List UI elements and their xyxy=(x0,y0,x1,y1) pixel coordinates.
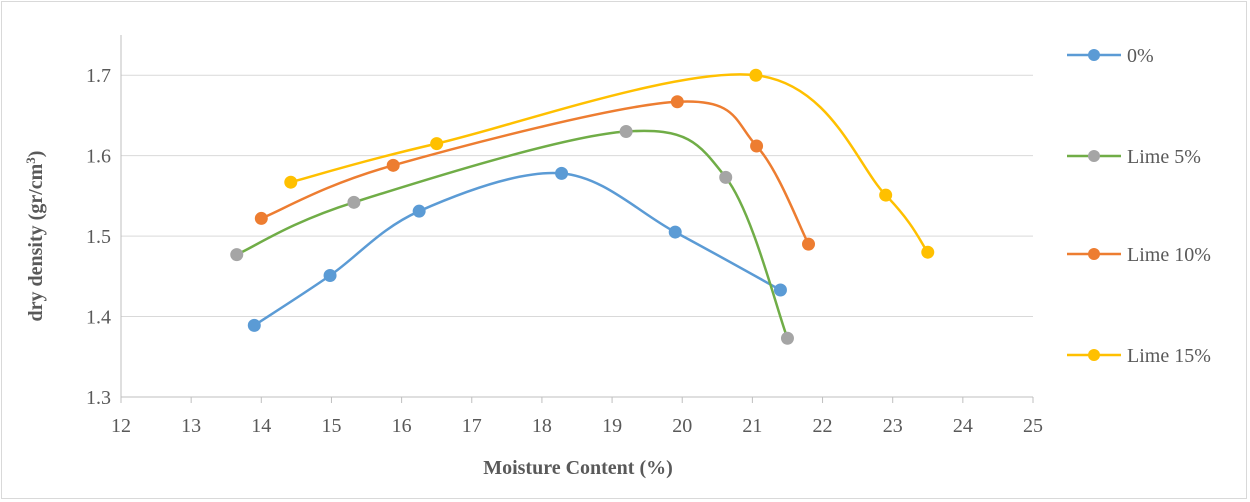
x-tick-label: 13 xyxy=(181,415,201,437)
x-tick-label: 20 xyxy=(672,415,692,437)
legend-label: Lime 5% xyxy=(1127,146,1201,168)
series-line-1 xyxy=(236,129,789,339)
y-axis-title-close: ) xyxy=(25,151,47,158)
y-tick-label: 1.4 xyxy=(86,307,111,329)
y-axis-title: dry density (gr/cm3) xyxy=(23,151,48,322)
x-tick-label: 17 xyxy=(462,415,482,437)
data-point xyxy=(879,188,893,202)
legend: 0% Lime 5% Lime 10% Lime 15% xyxy=(1067,45,1211,367)
gridlines xyxy=(121,74,1033,318)
data-point xyxy=(555,166,569,180)
x-tick-label: 24 xyxy=(953,415,973,437)
data-point xyxy=(773,283,787,297)
data-point xyxy=(719,170,733,184)
legend-marker xyxy=(1088,248,1100,260)
x-tick-label: 23 xyxy=(883,415,903,437)
x-axis-title: Moisture Content (%) xyxy=(483,457,673,479)
data-point xyxy=(619,125,633,139)
data-point xyxy=(430,137,444,151)
x-tick-label: 25 xyxy=(1023,415,1043,437)
data-point xyxy=(323,269,337,283)
axes: 1.3 1.4 1.5 1.6 1.7 12 13 14 15 16 17 18 19 20 21 22 23 2… xyxy=(86,35,1043,437)
legend-label: 0% xyxy=(1127,45,1154,67)
x-tick-label: 15 xyxy=(321,415,341,437)
y-tick-label: 1.6 xyxy=(86,146,111,168)
y-tick-label: 1.3 xyxy=(86,387,111,409)
data-point xyxy=(749,68,763,82)
legend-marker xyxy=(1088,150,1100,162)
legend-label: Lime 15% xyxy=(1127,345,1211,367)
legend-label: Lime 10% xyxy=(1127,244,1211,266)
data-point xyxy=(921,245,935,259)
x-tick-label: 16 xyxy=(392,415,412,437)
legend-marker xyxy=(1088,349,1100,361)
data-point xyxy=(347,195,361,209)
data-point xyxy=(750,139,764,153)
x-tick-label: 22 xyxy=(813,415,833,437)
data-point xyxy=(780,331,794,345)
y-axis-title-main: dry density (gr/cm xyxy=(25,163,47,321)
data-point xyxy=(412,204,426,218)
series-line-3 xyxy=(290,73,929,253)
x-tick-label: 19 xyxy=(602,415,622,437)
data-point xyxy=(802,237,816,251)
data-point xyxy=(668,225,682,239)
x-tick-label: 12 xyxy=(111,415,131,437)
x-tick-label: 18 xyxy=(532,415,552,437)
data-point xyxy=(386,158,400,172)
x-tick-label: 14 xyxy=(251,415,271,437)
data-point xyxy=(254,211,268,225)
data-point xyxy=(230,248,244,262)
x-tick-label: 21 xyxy=(742,415,762,437)
data-point xyxy=(284,175,298,189)
legend-marker xyxy=(1088,49,1100,61)
series-line-0 xyxy=(253,171,782,327)
series-lines xyxy=(230,68,935,345)
series-line-2 xyxy=(260,100,810,245)
y-tick-label: 1.5 xyxy=(86,226,111,248)
data-point xyxy=(247,318,261,332)
y-axis-title-superscript: 3 xyxy=(23,157,38,164)
data-point xyxy=(670,95,684,109)
y-tick-label: 1.7 xyxy=(86,65,111,87)
